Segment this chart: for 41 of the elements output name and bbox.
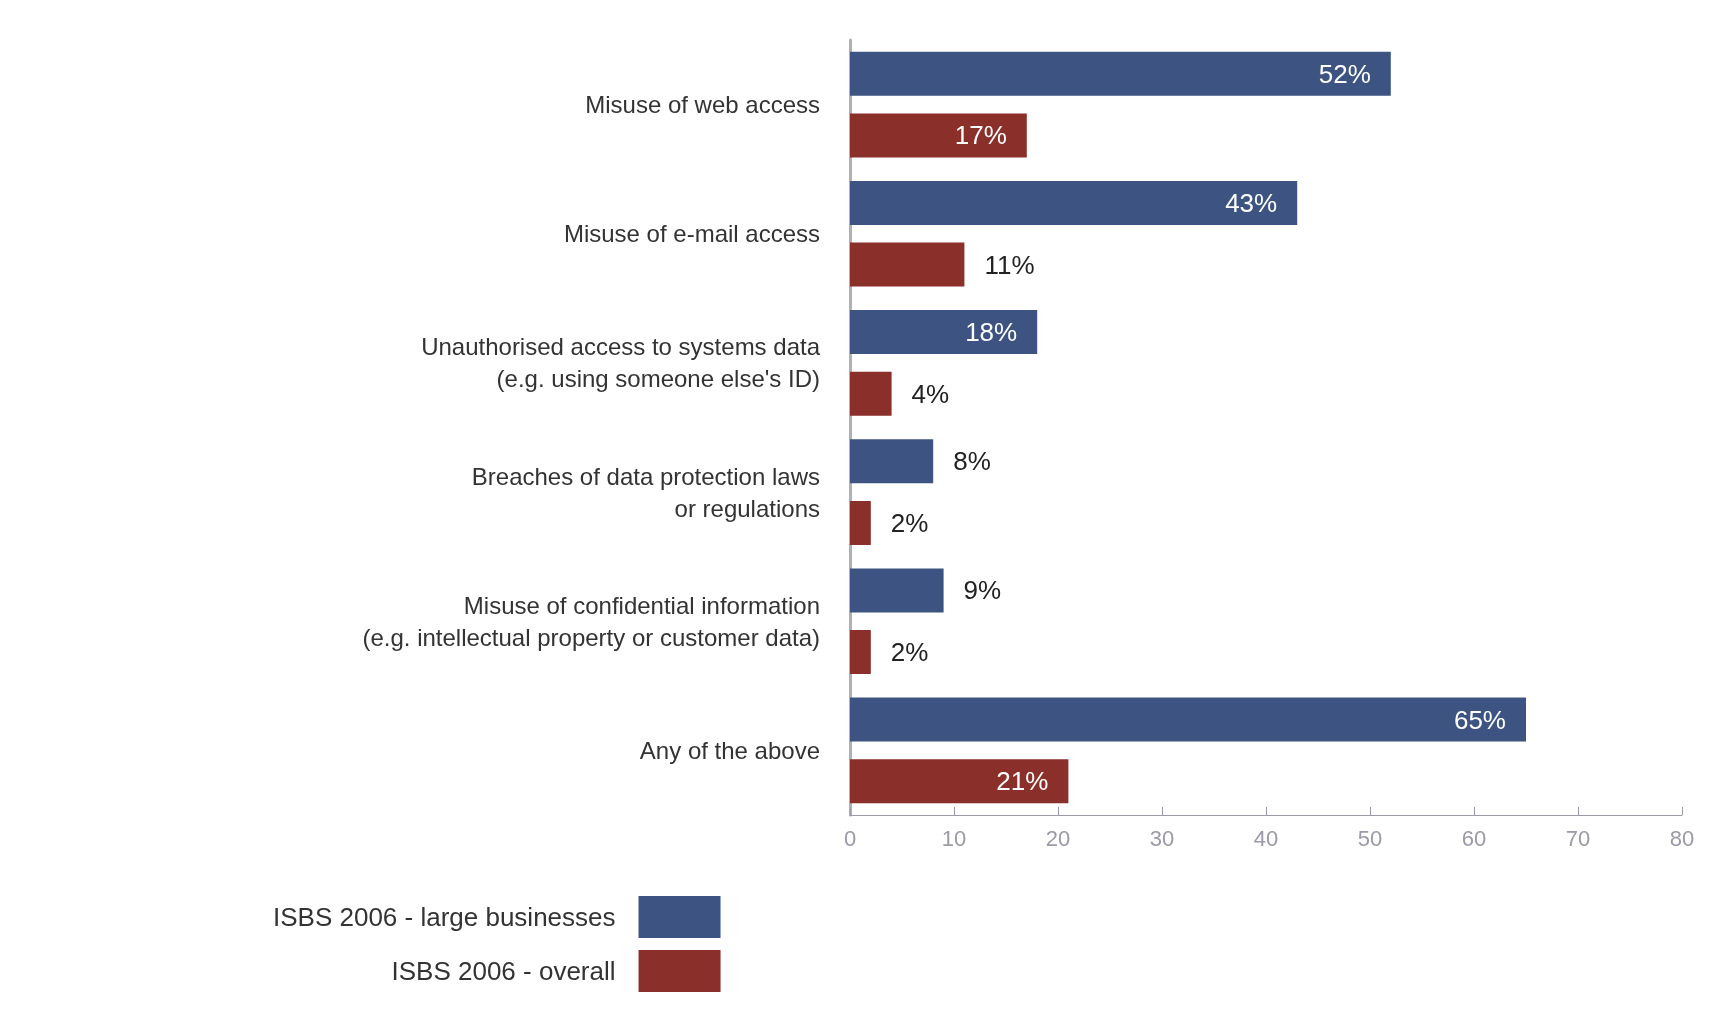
bar: [850, 630, 871, 675]
data-label: 18%: [965, 317, 1018, 348]
data-label: 4%: [911, 378, 950, 409]
bar: [850, 697, 1526, 742]
bar: [850, 568, 944, 613]
data-label: 17%: [954, 120, 1007, 151]
bar: [850, 439, 934, 484]
legend-label: ISBS 2006 - overall: [391, 956, 616, 986]
bar: [850, 51, 1391, 96]
data-label: 43%: [1225, 187, 1278, 218]
data-label: 21%: [996, 766, 1049, 797]
data-label: 2%: [890, 507, 929, 538]
data-label: 65%: [1453, 704, 1506, 735]
x-tick-label: 50: [1357, 825, 1383, 851]
y-tick-label: Misuse of e-mail access: [563, 220, 820, 248]
y-tick-label: Misuse of web access: [585, 91, 820, 119]
x-tick-label: 0: [843, 825, 857, 851]
y-tick-label: Breaches of data protection laws or regulations: [471, 462, 820, 522]
bar: [850, 371, 892, 416]
data-label: 8%: [953, 446, 991, 477]
data-label: 11%: [984, 249, 1035, 280]
y-tick-label: Misuse of confidential information (e.g. intellectual property or customer data): [362, 591, 820, 651]
x-tick-label: 40: [1253, 825, 1279, 851]
bar: [850, 242, 965, 287]
data-label: 52%: [1318, 58, 1371, 89]
bar: [850, 310, 1038, 355]
data-label: 9%: [963, 575, 1002, 606]
x-tick-label: 70: [1565, 825, 1591, 851]
bar: [850, 113, 1027, 158]
x-tick-label: 30: [1149, 825, 1175, 851]
x-tick-label: 80: [1669, 825, 1695, 851]
x-tick-label: 20: [1045, 825, 1071, 851]
bar: [850, 500, 871, 545]
data-label: 2%: [890, 637, 929, 668]
y-tick-label: Unauthorised access to systems data (e.g. using someone else's ID): [421, 333, 821, 393]
bar: [850, 180, 1298, 225]
bar: [850, 759, 1069, 804]
legend-label: ISBS 2006 - large businesses: [272, 902, 616, 932]
x-tick-label: 60: [1461, 825, 1487, 851]
x-tick-label: 10: [941, 825, 967, 851]
y-tick-label: Any of the above: [639, 736, 820, 764]
